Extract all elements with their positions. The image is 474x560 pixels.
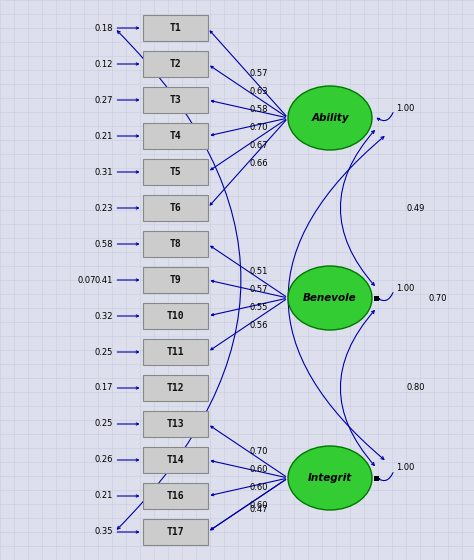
FancyBboxPatch shape xyxy=(143,411,208,437)
Text: 0.17: 0.17 xyxy=(94,384,112,393)
FancyBboxPatch shape xyxy=(143,339,208,365)
Text: 0.60: 0.60 xyxy=(250,483,268,492)
Text: 0.70: 0.70 xyxy=(429,293,447,302)
FancyBboxPatch shape xyxy=(143,87,208,113)
Text: 0.18: 0.18 xyxy=(94,24,112,32)
Text: 0.41: 0.41 xyxy=(94,276,112,284)
Text: 0.70: 0.70 xyxy=(250,123,268,132)
Text: Benevole: Benevole xyxy=(303,293,357,303)
Text: 0.23: 0.23 xyxy=(94,203,112,212)
Text: 0.26: 0.26 xyxy=(94,455,112,464)
Text: 0.70: 0.70 xyxy=(250,446,268,455)
Text: Integrit: Integrit xyxy=(308,473,352,483)
FancyBboxPatch shape xyxy=(143,519,208,545)
FancyBboxPatch shape xyxy=(143,51,208,77)
Text: 0.58: 0.58 xyxy=(94,240,112,249)
Text: 0.12: 0.12 xyxy=(94,59,112,68)
Bar xyxy=(374,475,380,480)
Text: T10: T10 xyxy=(166,311,184,321)
Text: T16: T16 xyxy=(166,491,184,501)
Bar xyxy=(374,296,380,301)
Ellipse shape xyxy=(288,446,372,510)
Text: T11: T11 xyxy=(166,347,184,357)
Ellipse shape xyxy=(288,266,372,330)
Text: 0.21: 0.21 xyxy=(94,492,112,501)
Text: 0.57: 0.57 xyxy=(250,284,268,293)
Ellipse shape xyxy=(288,86,372,150)
Text: 0.60: 0.60 xyxy=(250,464,268,474)
Text: 0.63: 0.63 xyxy=(250,86,268,96)
Text: 1.00: 1.00 xyxy=(396,464,414,473)
FancyBboxPatch shape xyxy=(143,231,208,257)
Text: Ability: Ability xyxy=(311,113,349,123)
Text: 0.35: 0.35 xyxy=(94,528,112,536)
Text: T5: T5 xyxy=(169,167,181,177)
Text: T8: T8 xyxy=(169,239,181,249)
Text: 0.47: 0.47 xyxy=(250,505,268,514)
Text: T17: T17 xyxy=(166,527,184,537)
FancyBboxPatch shape xyxy=(143,375,208,401)
Text: 0.07: 0.07 xyxy=(77,276,96,284)
Text: 0.27: 0.27 xyxy=(94,96,112,105)
Text: T6: T6 xyxy=(169,203,181,213)
Text: 0.56: 0.56 xyxy=(250,320,268,329)
FancyBboxPatch shape xyxy=(143,447,208,473)
Text: 0.51: 0.51 xyxy=(250,267,268,276)
FancyBboxPatch shape xyxy=(143,303,208,329)
FancyBboxPatch shape xyxy=(143,123,208,149)
Text: 0.66: 0.66 xyxy=(250,158,268,167)
FancyBboxPatch shape xyxy=(143,483,208,509)
Text: 1.00: 1.00 xyxy=(396,104,414,113)
FancyBboxPatch shape xyxy=(143,15,208,41)
Text: 0.55: 0.55 xyxy=(250,302,268,311)
Text: 0.60: 0.60 xyxy=(250,501,268,510)
Text: 0.32: 0.32 xyxy=(94,311,112,320)
Text: T12: T12 xyxy=(166,383,184,393)
Text: 0.58: 0.58 xyxy=(250,105,268,114)
Text: T13: T13 xyxy=(166,419,184,429)
Text: T4: T4 xyxy=(169,131,181,141)
Text: 0.25: 0.25 xyxy=(94,419,112,428)
Text: T3: T3 xyxy=(169,95,181,105)
Text: 0.57: 0.57 xyxy=(250,68,268,77)
Text: T9: T9 xyxy=(169,275,181,285)
Text: T14: T14 xyxy=(166,455,184,465)
Text: T2: T2 xyxy=(169,59,181,69)
Text: 0.67: 0.67 xyxy=(250,141,268,150)
FancyBboxPatch shape xyxy=(143,159,208,185)
Text: 1.00: 1.00 xyxy=(396,283,414,292)
FancyBboxPatch shape xyxy=(143,267,208,293)
Text: 0.31: 0.31 xyxy=(94,167,112,176)
Text: 0.21: 0.21 xyxy=(94,132,112,141)
Text: 0.25: 0.25 xyxy=(94,348,112,357)
Text: 0.80: 0.80 xyxy=(407,384,426,393)
Text: T1: T1 xyxy=(169,23,181,33)
Text: 0.49: 0.49 xyxy=(407,203,425,212)
FancyBboxPatch shape xyxy=(143,195,208,221)
